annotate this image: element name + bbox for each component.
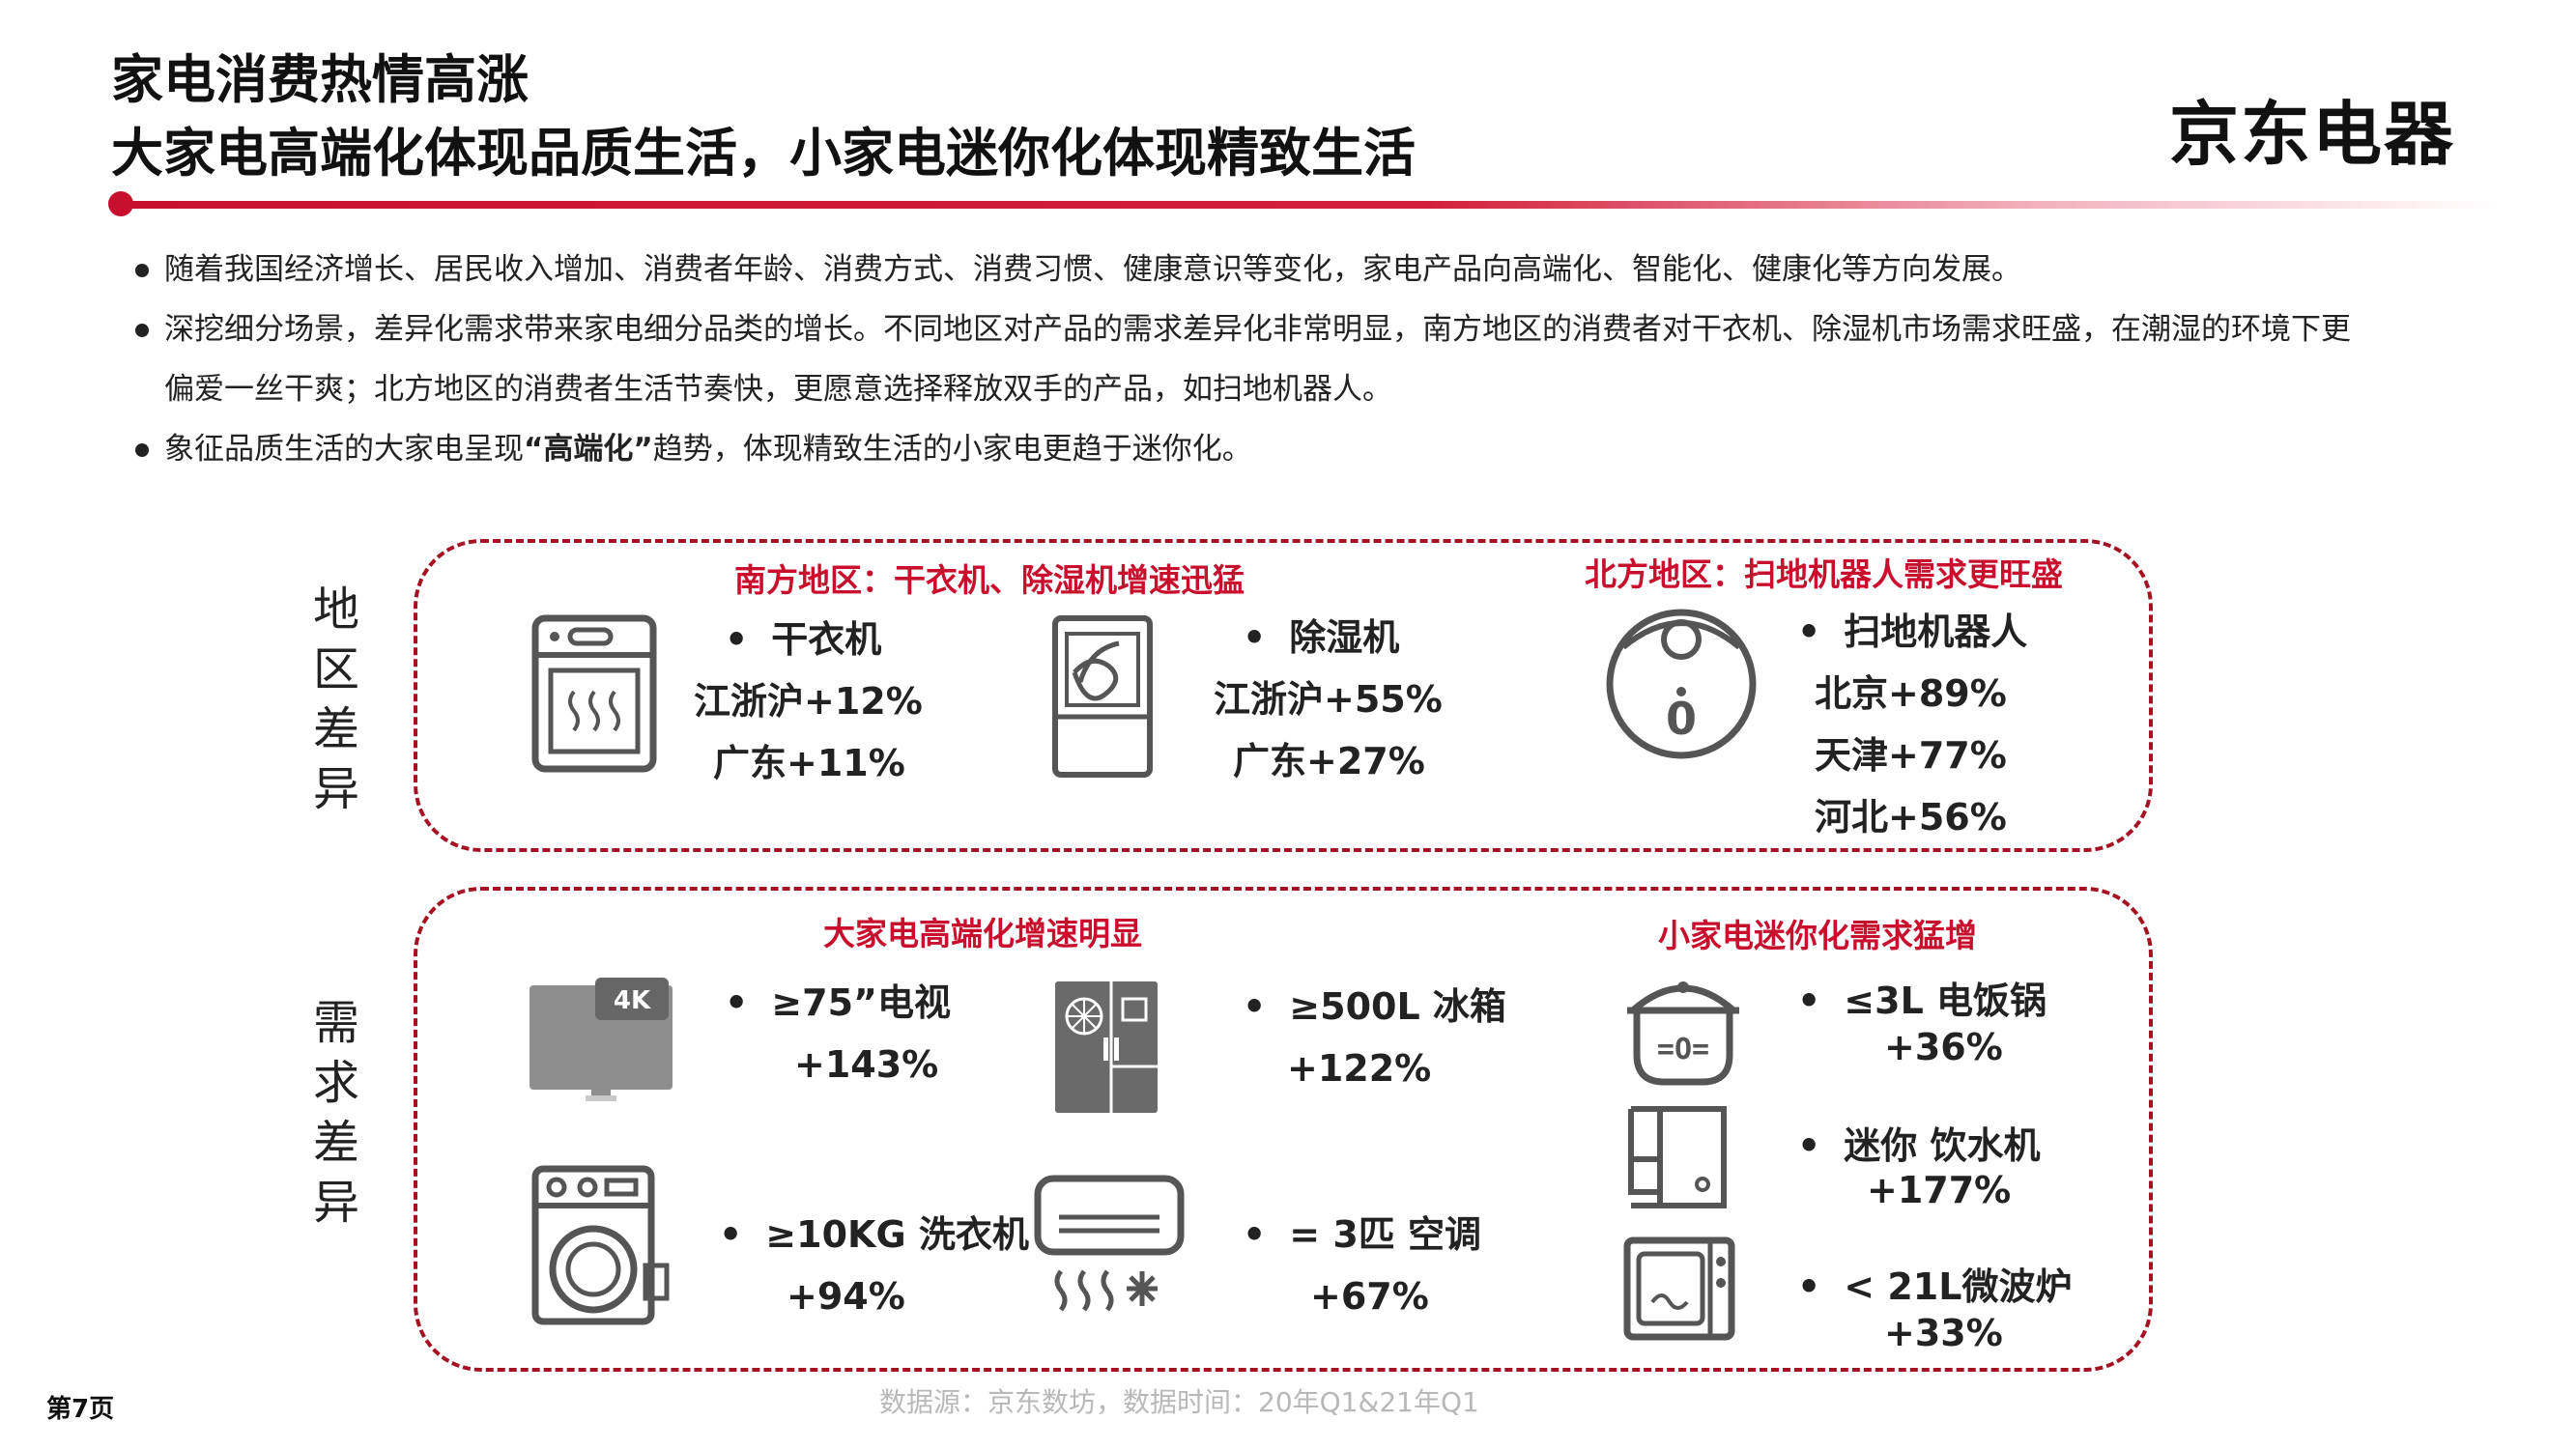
regional-label: 地区差异 [312, 582, 359, 816]
air-conditioner-icon [1034, 1175, 1185, 1312]
demand-difference-box [414, 887, 2153, 1372]
bullet-list: 随着我国经济增长、居民收入增加、消费者年龄、消费方式、消费习惯、健康意识等变化，… [135, 240, 2358, 479]
tv-icon: 4K [530, 978, 673, 1101]
robot-vacuum-name: 扫地机器人 [1797, 601, 2027, 663]
dryer-stat-1: 江浙沪+12% [694, 680, 923, 723]
page-title-line2: 大家电高端化体现品质生活，小家电迷你化体现精致生活 [111, 123, 1416, 184]
title-rule [114, 201, 2501, 209]
dehumidifier-stat-1: 江浙沪+55% [1214, 678, 1443, 721]
bullet-item: 随着我国经济增长、居民收入增加、消费者年龄、消费方式、消费习惯、健康意识等变化，… [135, 240, 2358, 299]
fridge-icon [1055, 981, 1158, 1113]
fridge-value: +122% [1287, 1047, 1432, 1090]
rice-cooker-name: ≤3L 电饭锅 [1797, 970, 2046, 1032]
large-appliance-title: 大家电高端化增速明显 [823, 915, 1142, 952]
washer-name: ≥10KG 洗衣机 [719, 1204, 1029, 1265]
microwave-value: +33% [1884, 1312, 2003, 1354]
robot-stat-2: 天津+77% [1815, 734, 2007, 777]
microwave-name: < 21L微波炉 [1797, 1256, 2072, 1318]
washing-machine-icon [531, 1165, 670, 1325]
dryer-name: 干衣机 [725, 609, 881, 670]
rice-cooker-icon: =O= [1627, 981, 1739, 1086]
data-source: 数据源：京东数坊，数据时间：20年Q1&21年Q1 [879, 1386, 1479, 1418]
microwave-icon [1623, 1236, 1735, 1341]
ac-value: +67% [1310, 1275, 1429, 1318]
south-section-title: 南方地区：干衣机、除湿机增速迅猛 [734, 561, 1245, 599]
dehumidifier-name: 除湿机 [1243, 607, 1399, 668]
page-title-line1: 家电消费热情高涨 [111, 49, 529, 110]
highlight-keyword: “高端化” [524, 432, 653, 467]
small-appliance-title: 小家电迷你化需求猛增 [1658, 917, 1977, 954]
svg-text:0: 0 [1666, 693, 1697, 745]
dryer-stat-2: 广东+11% [713, 742, 905, 784]
bullet-item: 象征品质生活的大家电呈现“高端化”趋势，体现精致生活的小家电更趋于迷你化。 [135, 419, 2358, 479]
svg-text:=O=: =O= [1657, 1033, 1709, 1066]
fridge-name: ≥500L 冰箱 [1243, 976, 1506, 1037]
robot-stat-3: 河北+56% [1815, 796, 2007, 838]
robot-vacuum-icon: 0 [1606, 609, 1757, 759]
washer-value: +94% [787, 1275, 905, 1318]
water-dispenser-icon [1628, 1106, 1727, 1208]
rice-cooker-value: +36% [1884, 1026, 2003, 1068]
robot-stat-1: 北京+89% [1815, 672, 2007, 715]
title-rule-dot [108, 191, 133, 216]
water-dispenser-name: 迷你 饮水机 [1797, 1115, 2040, 1177]
regional-difference-box [414, 539, 2153, 852]
brand-logo: 京东电器 [2169, 94, 2456, 175]
bullet-item: 深挖细分场景，差异化需求带来家电细分品类的增长。不同地区对产品的需求差异化非常明… [135, 299, 2358, 419]
dehumidifier-icon [1052, 615, 1153, 778]
dryer-icon [531, 614, 657, 773]
north-section-title: 北方地区：扫地机器人需求更旺盛 [1585, 555, 2063, 593]
tv-badge: 4K [614, 986, 651, 1015]
water-dispenser-value: +177% [1867, 1169, 2012, 1211]
dehumidifier-stat-2: 广东+27% [1233, 740, 1425, 782]
tv-name: ≥75”电视 [725, 972, 951, 1034]
demand-label: 需求差异 [312, 996, 359, 1230]
page-number: 第7页 [46, 1395, 115, 1424]
ac-name: = 3匹 空调 [1243, 1204, 1481, 1265]
tv-value: +143% [794, 1043, 939, 1086]
